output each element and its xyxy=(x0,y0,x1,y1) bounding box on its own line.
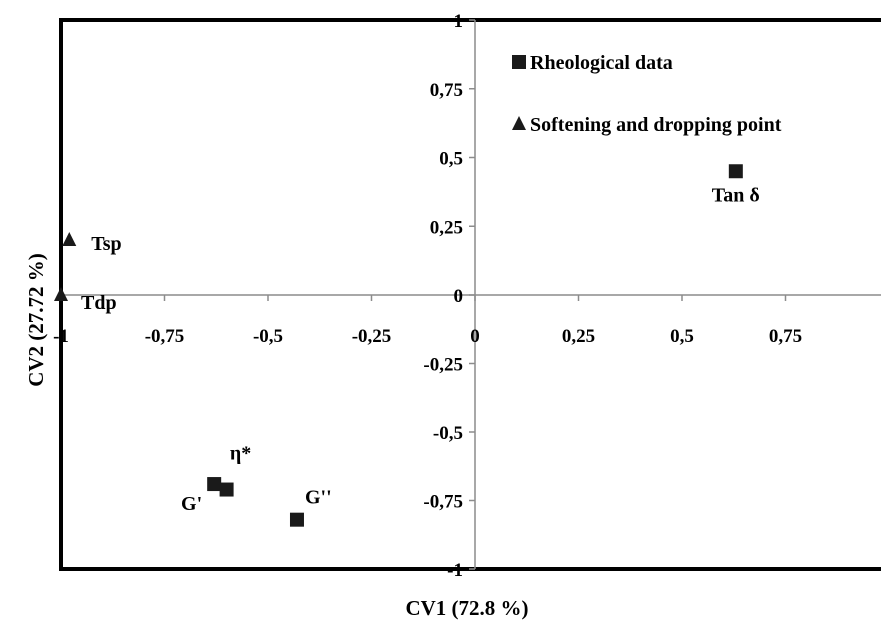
tick-labels: -1 -0,75 -0,5 -0,25 0 0,25 0,5 0,75 1 0,75 0,5 0,25… xyxy=(53,11,802,581)
legend-label: Rheological data xyxy=(530,52,673,74)
y-tick-label: 0,5 xyxy=(439,149,463,170)
x-tick-label: 0,25 xyxy=(562,326,595,347)
data-points: Tan δ η* G' G'' Tsp Tdp xyxy=(54,164,760,527)
point-label: G'' xyxy=(305,487,332,509)
y-tick-label: -1 xyxy=(447,560,463,581)
y-tick-label: 1 xyxy=(454,11,464,32)
legend-square-icon xyxy=(512,55,526,69)
x-tick-label: 0,75 xyxy=(769,326,802,347)
y-tick-label: -0,75 xyxy=(423,492,463,513)
x-tick-label: -0,5 xyxy=(253,326,283,347)
x-tick-label: 0 xyxy=(470,326,480,347)
legend: Rheological data Softening and dropping p… xyxy=(512,52,782,136)
point-label: η* xyxy=(230,443,251,465)
square-marker xyxy=(728,164,743,179)
axes-layer xyxy=(60,19,881,570)
x-tick-label: -0,75 xyxy=(145,326,185,347)
triangle-marker xyxy=(62,232,77,246)
legend-triangle-icon xyxy=(512,116,526,130)
y-axis-title: CV2 (27.72 %) xyxy=(24,253,48,387)
y-tick-label: 0,25 xyxy=(430,217,463,238)
legend-label: Softening and dropping point xyxy=(530,114,782,136)
point-label: Tsp xyxy=(91,233,121,255)
x-tick-label: -1 xyxy=(53,326,69,347)
point-label: Tdp xyxy=(81,292,117,314)
triangle-marker xyxy=(54,287,68,301)
x-tick-label: 0,5 xyxy=(670,326,694,347)
x-axis-title: CV1 (72.8 %) xyxy=(405,596,528,620)
square-marker xyxy=(219,482,234,497)
y-tick-label: 0,75 xyxy=(430,80,463,101)
square-marker xyxy=(207,477,222,492)
y-tick-label: -0,25 xyxy=(423,355,463,376)
point-label: Tan δ xyxy=(712,184,760,206)
y-tick-label: -0,5 xyxy=(433,423,463,444)
square-marker xyxy=(289,512,304,527)
y-tick-label: 0 xyxy=(454,286,464,307)
point-label: G' xyxy=(181,493,202,515)
x-tick-label: -0,25 xyxy=(352,326,392,347)
